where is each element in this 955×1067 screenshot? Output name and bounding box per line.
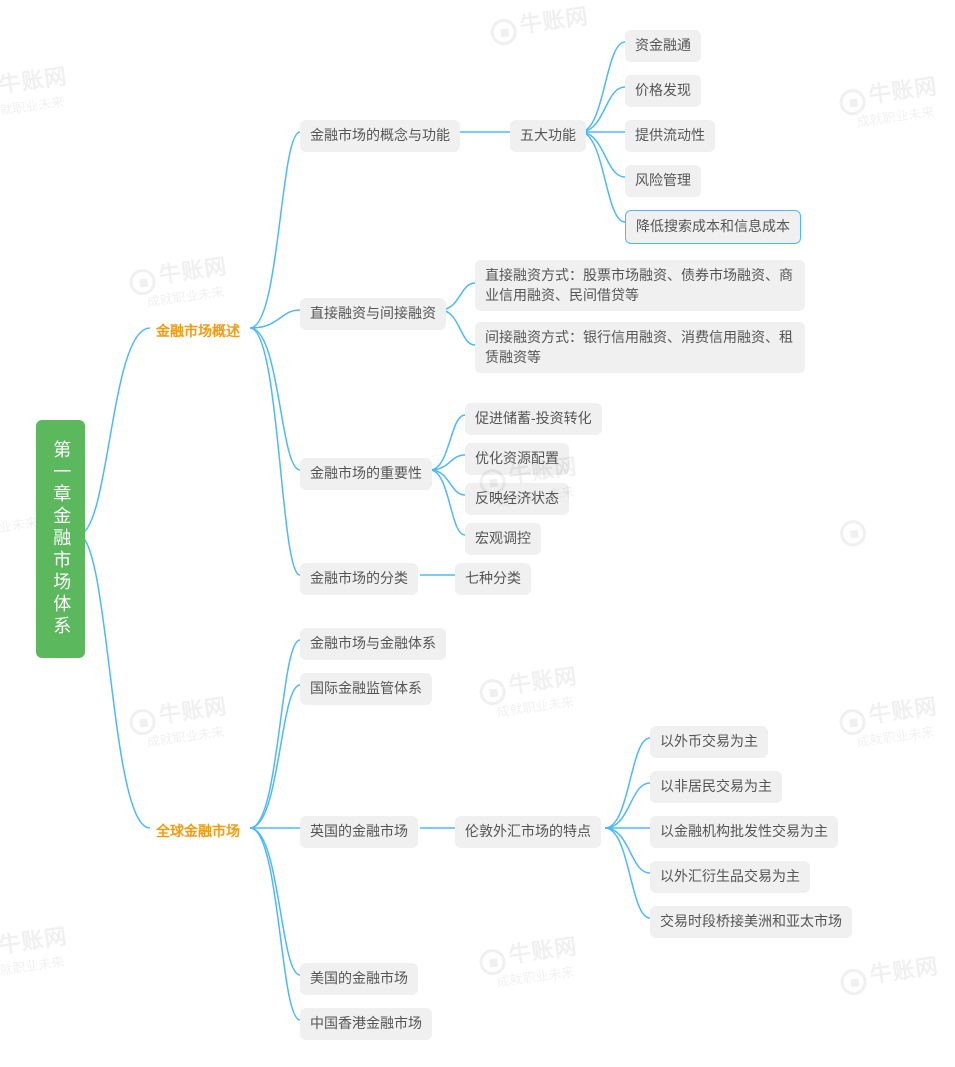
node-label: 金融市场与金融体系 [310,635,436,651]
leaf-liquidity[interactable]: 提供流动性 [625,120,715,152]
node-importance[interactable]: 金融市场的重要性 [300,458,432,490]
leaf-fx-timezone[interactable]: 交易时段桥接美洲和亚太市场 [650,906,852,938]
leaf-fx-nonresident[interactable]: 以非居民交易为主 [650,771,782,803]
branch-global[interactable]: 全球金融市场 [150,818,246,846]
branch-label: 金融市场概述 [156,323,240,339]
leaf-risk-mgmt[interactable]: 风险管理 [625,165,701,197]
leaf-seven-types[interactable]: 七种分类 [455,563,531,595]
node-label: 五大功能 [520,127,576,143]
node-label: 七种分类 [465,570,521,586]
node-us-market[interactable]: 美国的金融市场 [300,963,418,995]
node-london-fx[interactable]: 伦敦外汇市场的特点 [455,816,601,848]
node-direct-indirect[interactable]: 直接融资与间接融资 [300,298,446,330]
node-label: 以非居民交易为主 [660,778,772,794]
leaf-resource-allocation[interactable]: 优化资源配置 [465,443,569,475]
node-label: 交易时段桥接美洲和亚太市场 [660,913,842,929]
node-five-functions[interactable]: 五大功能 [510,120,586,152]
leaf-price-discovery[interactable]: 价格发现 [625,75,701,107]
node-label: 提供流动性 [635,127,705,143]
node-label: 降低搜索成本和信息成本 [636,218,790,234]
leaf-fx-wholesale[interactable]: 以金融机构批发性交易为主 [650,816,838,848]
node-label: 反映经济状态 [475,490,559,506]
leaf-savings-investment[interactable]: 促进储蓄-投资转化 [465,403,602,435]
leaf-fx-foreign-currency[interactable]: 以外币交易为主 [650,726,768,758]
watermark: 牛账网 成就职业未来 [127,253,231,311]
leaf-direct-financing[interactable]: 直接融资方式：股票市场融资、债券市场融资、商业信用融资、民间借贷等 [475,260,805,311]
mindmap-canvas: 第一章金融市场体系 金融市场概述 全球金融市场 金融市场的概念与功能 直接融资与… [0,0,955,1067]
node-label: 优化资源配置 [475,450,559,466]
watermark: 牛账网 成就职业未来 [127,693,231,751]
watermark: 成就职业未来 [0,515,39,541]
node-label: 宏观调控 [475,530,531,546]
node-uk-market[interactable]: 英国的金融市场 [300,816,418,848]
watermark: 牛账网 成就职业未来 [837,73,941,131]
watermark: 牛账网 成就职业未来 [837,693,941,751]
branch-overview[interactable]: 金融市场概述 [150,318,246,346]
watermark: 牛账网 成就职业未来 [0,63,72,121]
node-label: 以金融机构批发性交易为主 [660,823,828,839]
node-label: 资金融通 [635,37,691,53]
leaf-lower-cost[interactable]: 降低搜索成本和信息成本 [625,210,801,244]
watermark [838,518,871,548]
node-intl-regulation[interactable]: 国际金融监管体系 [300,673,432,705]
node-label: 风险管理 [635,172,691,188]
watermark: 牛账网 成就职业未来 [0,923,72,981]
node-concept-function[interactable]: 金融市场的概念与功能 [300,120,460,152]
node-label: 金融市场的重要性 [310,465,422,481]
node-label: 国际金融监管体系 [310,680,422,696]
node-label: 以外汇衍生品交易为主 [660,868,800,884]
watermark: 牛账网 成就职业未来 [477,663,581,721]
node-label: 伦敦外汇市场的特点 [465,823,591,839]
node-label: 中国香港金融市场 [310,1015,422,1031]
node-hk-market[interactable]: 中国香港金融市场 [300,1008,432,1040]
node-label: 直接融资与间接融资 [310,305,436,321]
node-label: 英国的金融市场 [310,823,408,839]
node-label: 金融市场的概念与功能 [310,127,450,143]
node-label: 直接融资方式：股票市场融资、债券市场融资、商业信用融资、民间借贷等 [485,267,793,303]
leaf-reflect-economy[interactable]: 反映经济状态 [465,483,569,515]
root-node[interactable]: 第一章金融市场体系 [36,420,85,658]
leaf-funding[interactable]: 资金融通 [625,30,701,62]
node-label: 金融市场的分类 [310,570,408,586]
branch-label: 全球金融市场 [156,823,240,839]
watermark: 牛账网 [838,953,940,996]
node-classification[interactable]: 金融市场的分类 [300,563,418,595]
watermark: 牛账网 [488,3,590,46]
node-market-system[interactable]: 金融市场与金融体系 [300,628,446,660]
leaf-fx-derivatives[interactable]: 以外汇衍生品交易为主 [650,861,810,893]
leaf-macro-control[interactable]: 宏观调控 [465,523,541,555]
leaf-indirect-financing[interactable]: 间接融资方式：银行信用融资、消费信用融资、租赁融资等 [475,322,805,373]
node-label: 以外币交易为主 [660,733,758,749]
node-label: 间接融资方式：银行信用融资、消费信用融资、租赁融资等 [485,329,793,365]
node-label: 美国的金融市场 [310,970,408,986]
watermark: 牛账网 成就职业未来 [477,933,581,991]
node-label: 价格发现 [635,82,691,98]
node-label: 促进储蓄-投资转化 [475,410,592,426]
root-label: 第一章金融市场体系 [51,440,71,638]
